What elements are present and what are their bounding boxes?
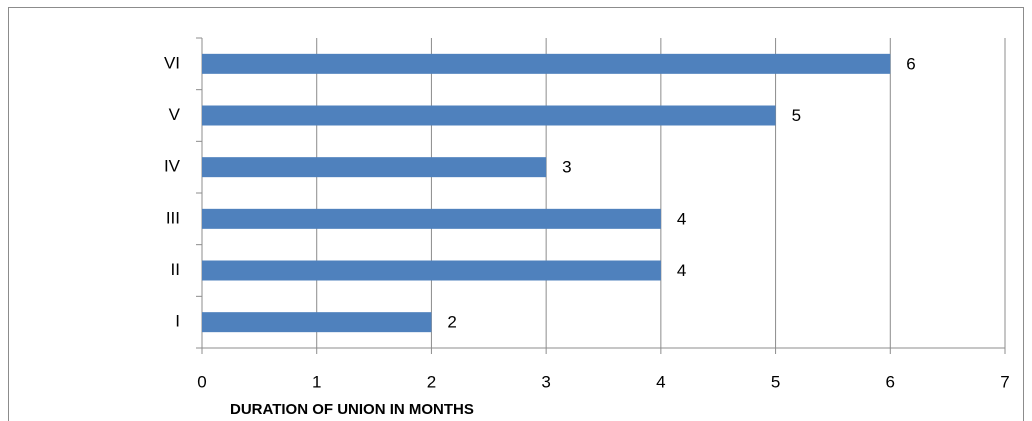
y-tick-label: IV [164,157,181,176]
data-label: 3 [562,158,571,177]
x-tick-label: 6 [886,372,895,391]
x-tick-label: 4 [656,372,665,391]
data-label: 6 [906,54,915,73]
x-axis-label: DURATION OF UNION IN MONTHS [230,401,474,418]
x-tick-label: 5 [771,372,780,391]
x-tick-label: 0 [197,372,206,391]
bar [202,312,432,333]
y-tick-label: V [169,105,181,124]
bar [202,157,547,178]
bar [202,105,776,126]
data-label: 2 [447,313,456,332]
x-tick-label: 3 [541,372,550,391]
bar [202,208,661,229]
chart-frame [8,7,1024,421]
data-label: 4 [677,261,686,280]
y-tick-label: VI [164,53,180,72]
x-tick-label: 1 [312,372,321,391]
bar [202,53,891,74]
y-tick-label: I [175,312,180,331]
data-label: 4 [677,209,686,228]
y-tick-label: II [171,260,180,279]
x-tick-label: 2 [427,372,436,391]
y-tick-label: III [166,208,180,227]
bar [202,260,661,281]
x-tick-label: 7 [1000,372,1009,391]
data-label: 5 [792,106,801,125]
